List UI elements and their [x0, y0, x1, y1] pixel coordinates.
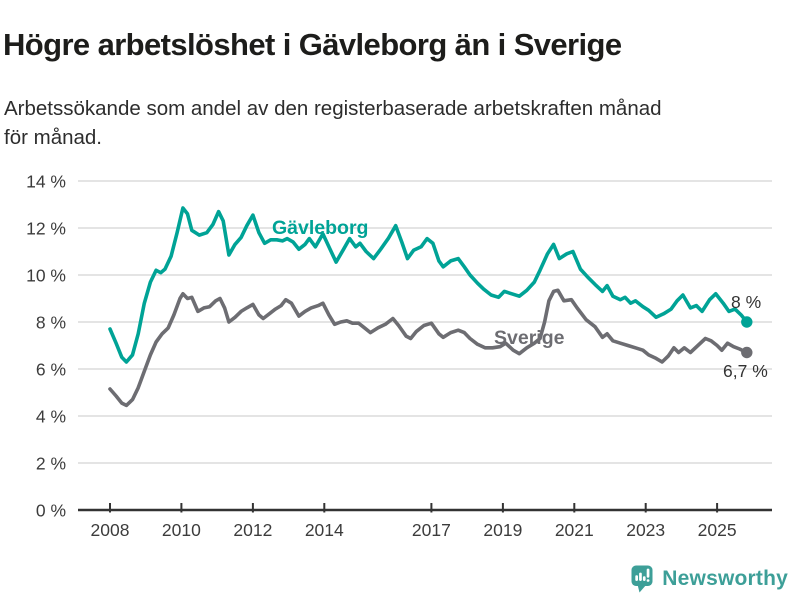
page-title: Högre arbetslöshet i Gävleborg än i Sver…: [3, 26, 622, 62]
sverige-line: [108, 288, 749, 408]
unemployment-line-chart: 0 % 2 % 4 % 6 % 8 % 10 % 12 % 14 % 2008 2010 2012 2…: [26, 172, 772, 540]
x-tick-label: 2019: [483, 520, 522, 540]
x-tick-label: 2023: [626, 520, 665, 540]
x-tick-label: 2012: [233, 520, 272, 540]
sverige-end-dot: [741, 346, 753, 359]
footer-branding: Newsworthy: [631, 565, 788, 593]
newsworthy-logo-icon: [631, 565, 653, 593]
sverige-series-label: Sverige: [494, 327, 565, 349]
subtitle-line-2: för månad.: [4, 125, 102, 149]
subtitle-line-1: Arbetssökande som andel av den registerb…: [4, 96, 662, 120]
x-tick-label: 2014: [305, 520, 344, 540]
x-tick-label: 2008: [91, 520, 130, 540]
y-tick-label: 0 %: [36, 501, 66, 521]
y-tick-label: 4 %: [36, 407, 66, 427]
gvleborg-series-label: Gävleborg: [272, 217, 368, 239]
x-tick-label: 2021: [555, 520, 594, 540]
y-tick-label: 6 %: [36, 360, 66, 380]
gvleborg-end-dot: [741, 316, 753, 328]
sverige-end-label: 6,7 %: [723, 361, 768, 381]
y-tick-label: 12 %: [26, 219, 66, 239]
y-tick-label: 14 %: [26, 172, 66, 192]
gvleborg-line: [108, 206, 749, 364]
y-tick-label: 10 %: [26, 266, 66, 286]
x-tick-label: 2010: [162, 520, 201, 540]
x-tick-label: 2025: [698, 520, 737, 540]
page-subtitle: Arbetssökande som andel av den registerb…: [4, 94, 796, 152]
x-tick-label: 2017: [412, 520, 451, 540]
gvleborg-end-label: 8 %: [731, 292, 761, 312]
newsworthy-logo-text: Newsworthy: [662, 567, 788, 590]
y-tick-label: 2 %: [36, 454, 66, 474]
y-tick-label: 8 %: [36, 313, 66, 333]
